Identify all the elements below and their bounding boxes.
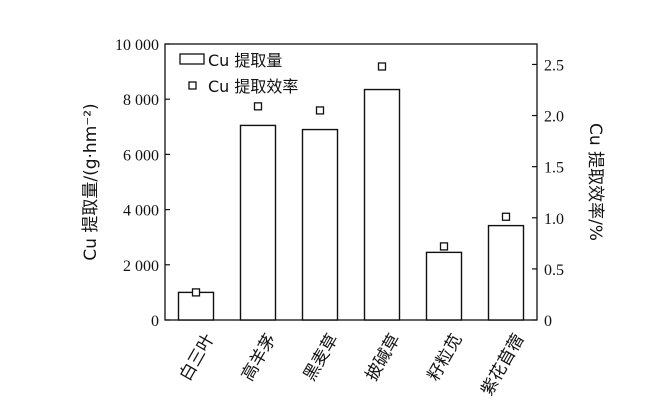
efficiency-marker [377,62,387,71]
plot-border [164,43,538,321]
plot-frame [164,43,538,321]
legend-bar-label: Cu 提取量 [208,51,282,70]
y-right-tick-label: 0 [544,313,552,330]
y-left-tick-label: 6 000 [123,147,159,164]
y-left-tick-label: 2 000 [123,258,159,275]
legend-bar-swatch [179,53,205,65]
bar [487,224,525,321]
category-label: 白三叶 [176,331,219,385]
y-right-tick-label: 2.5 [544,57,564,74]
y-left-tick-label: 0 [151,313,159,330]
y-right-tick-label: 1.5 [544,160,564,177]
y-right-tick-label: 1.0 [544,211,564,228]
category-labels: 白三叶 高羊茅 黑麦草 披碱草 籽粒苋 紫花苜蓿 [176,331,529,400]
bar [425,251,463,321]
bar [177,291,215,321]
category-label: 籽粒苋 [424,331,467,385]
efficiency-marker [253,102,263,111]
bar-series [177,88,525,321]
legend-marker-swatch [188,81,197,90]
y-left-tick-label: 4 000 [123,203,159,220]
bar [301,128,339,321]
category-label: 披碱草 [362,331,405,385]
y-right-tick-label: 2.0 [544,109,564,126]
legend: Cu 提取量 Cu 提取效率 [179,51,298,96]
y-axis-left-title: Cu 提取量/(g·hm⁻²) [81,103,101,260]
left-axis-ticks: 0 2 000 4 000 6 000 8 000 10 000 [115,37,170,330]
y-axis-right-title: Cu 提取效率/% [585,123,605,241]
y-right-tick-label: 0.5 [544,262,564,279]
marker-series [191,62,511,297]
right-axis-ticks: 0 0.5 1.0 1.5 2.0 2.5 [532,57,564,330]
bar [363,88,401,321]
category-label: 高羊茅 [238,331,281,385]
y-left-tick-label: 10 000 [115,37,159,54]
category-label: 黑麦草 [300,331,343,385]
bar [239,124,277,321]
efficiency-marker [439,242,449,251]
efficiency-marker [501,212,511,221]
y-left-tick-label: 8 000 [123,92,159,109]
efficiency-marker [315,106,325,115]
efficiency-marker [191,288,201,297]
category-label: 紫花苜蓿 [477,331,528,400]
legend-marker-label: Cu 提取效率 [208,77,298,96]
